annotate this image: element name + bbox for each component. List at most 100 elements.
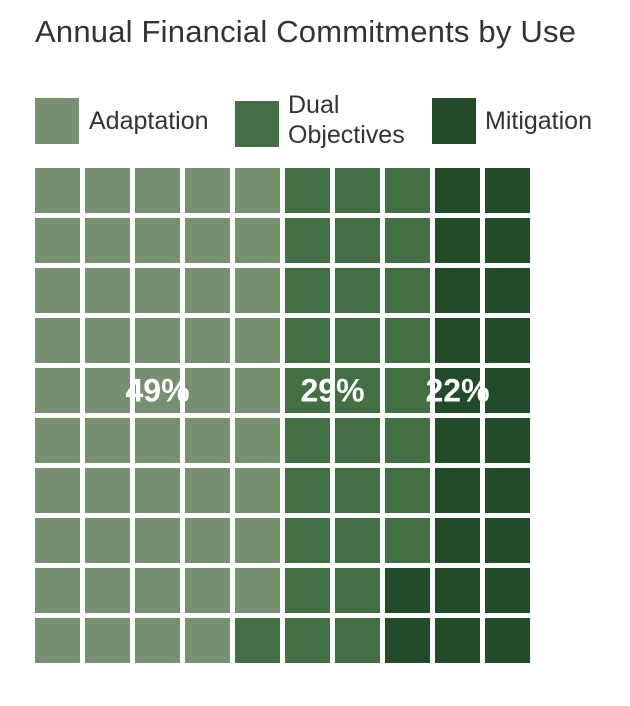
waffle-cell-adaptation (35, 518, 80, 563)
waffle-cell-dual-objectives (285, 368, 330, 413)
waffle-cell-mitigation (435, 218, 480, 263)
waffle-cell-adaptation (35, 268, 80, 313)
waffle-cell-dual-objectives (285, 568, 330, 613)
data-label-mitigation: 22% (425, 373, 489, 409)
waffle-cell-adaptation (85, 468, 130, 513)
waffle-cell-adaptation (85, 568, 130, 613)
waffle-cell-adaptation (85, 518, 130, 563)
waffle-cell-mitigation (385, 618, 430, 663)
waffle-cell-dual-objectives (335, 468, 380, 513)
legend-swatch-dual-objectives (235, 101, 279, 147)
legend-label-mitigation: Mitigation (485, 107, 592, 135)
waffle-cell-adaptation (185, 168, 230, 213)
waffle-cell-adaptation (35, 568, 80, 613)
waffle-cell-adaptation (185, 518, 230, 563)
waffle-cell-dual-objectives (285, 218, 330, 263)
waffle-cell-adaptation (85, 218, 130, 263)
waffle-cell-mitigation (485, 568, 530, 613)
waffle-cell-dual-objectives (335, 368, 380, 413)
waffle-cell-dual-objectives (285, 518, 330, 563)
legend-label-dual-objectives: Dual Objectives (288, 91, 405, 149)
waffle-cell-dual-objectives (385, 418, 430, 463)
waffle-cell-adaptation (35, 168, 80, 213)
waffle-cell-adaptation (185, 218, 230, 263)
waffle-cell-dual-objectives (385, 268, 430, 313)
waffle-cell-adaptation (235, 568, 280, 613)
waffle-cell-mitigation (435, 518, 480, 563)
waffle-cell-adaptation (85, 318, 130, 363)
legend-swatch-mitigation (432, 98, 476, 144)
waffle-cell-dual-objectives (335, 518, 380, 563)
waffle-cell-mitigation (385, 568, 430, 613)
waffle-cell-dual-objectives (285, 268, 330, 313)
waffle-cell-adaptation (235, 168, 280, 213)
waffle-cell-mitigation (485, 518, 530, 563)
waffle-cell-adaptation (85, 418, 130, 463)
waffle-cell-dual-objectives (335, 318, 380, 363)
waffle-cell-adaptation (235, 368, 280, 413)
waffle-cell-mitigation (435, 268, 480, 313)
waffle-cell-mitigation (485, 218, 530, 263)
waffle-cell-adaptation (85, 268, 130, 313)
waffle-cell-dual-objectives (285, 418, 330, 463)
waffle-cell-adaptation (185, 568, 230, 613)
waffle-cell-adaptation (85, 368, 130, 413)
waffle-cell-mitigation (435, 368, 480, 413)
waffle-cell-dual-objectives (285, 618, 330, 663)
waffle-cell-mitigation (485, 418, 530, 463)
waffle-cell-adaptation (135, 418, 180, 463)
waffle-cell-dual-objectives (235, 618, 280, 663)
waffle-cell-mitigation (435, 418, 480, 463)
waffle-cell-adaptation (185, 368, 230, 413)
waffle-cell-dual-objectives (335, 168, 380, 213)
waffle-cell-adaptation (85, 168, 130, 213)
waffle-cell-dual-objectives (335, 418, 380, 463)
waffle-cell-adaptation (135, 518, 180, 563)
waffle-cell-adaptation (35, 618, 80, 663)
waffle-cell-adaptation (185, 618, 230, 663)
waffle-cell-adaptation (235, 268, 280, 313)
waffle-cell-adaptation (135, 318, 180, 363)
legend-label-adaptation: Adaptation (89, 107, 209, 135)
waffle-cell-adaptation (35, 218, 80, 263)
waffle-cell-mitigation (435, 568, 480, 613)
waffle-cell-mitigation (435, 468, 480, 513)
waffle-cell-mitigation (485, 318, 530, 363)
waffle-cell-dual-objectives (385, 218, 430, 263)
waffle-cell-adaptation (185, 318, 230, 363)
waffle-cell-adaptation (135, 218, 180, 263)
waffle-cell-adaptation (135, 168, 180, 213)
waffle-cell-adaptation (35, 368, 80, 413)
waffle-cell-adaptation (185, 418, 230, 463)
waffle-cell-adaptation (35, 318, 80, 363)
legend-swatch-adaptation (35, 98, 79, 144)
waffle-cell-adaptation (235, 468, 280, 513)
waffle-cell-mitigation (435, 618, 480, 663)
waffle-cell-mitigation (435, 318, 480, 363)
waffle-cell-adaptation (35, 468, 80, 513)
waffle-cell-adaptation (135, 268, 180, 313)
waffle-cell-adaptation (135, 468, 180, 513)
waffle-cell-dual-objectives (335, 268, 380, 313)
waffle-cell-adaptation (235, 318, 280, 363)
legend-item-mitigation: Mitigation (432, 98, 592, 144)
waffle-cell-dual-objectives (285, 468, 330, 513)
waffle-cell-mitigation (485, 168, 530, 213)
data-label-adaptation: 49% (125, 373, 189, 409)
waffle-cell-dual-objectives (385, 168, 430, 213)
chart-title: Annual Financial Commitments by Use (35, 14, 577, 49)
legend-item-dual-objectives: Dual Objectives (235, 90, 405, 150)
waffle-cell-adaptation (85, 618, 130, 663)
waffle-cell-adaptation (235, 518, 280, 563)
waffle-cell-dual-objectives (285, 318, 330, 363)
waffle-cell-dual-objectives (385, 318, 430, 363)
waffle-cell-adaptation (135, 368, 180, 413)
waffle-cell-mitigation (485, 618, 530, 663)
legend-item-adaptation: Adaptation (35, 98, 209, 144)
waffle-cell-dual-objectives (335, 618, 380, 663)
waffle-cell-adaptation (135, 568, 180, 613)
waffle-cell-dual-objectives (385, 368, 430, 413)
data-label-dual-objectives: 29% (300, 373, 364, 409)
waffle-cell-mitigation (485, 468, 530, 513)
